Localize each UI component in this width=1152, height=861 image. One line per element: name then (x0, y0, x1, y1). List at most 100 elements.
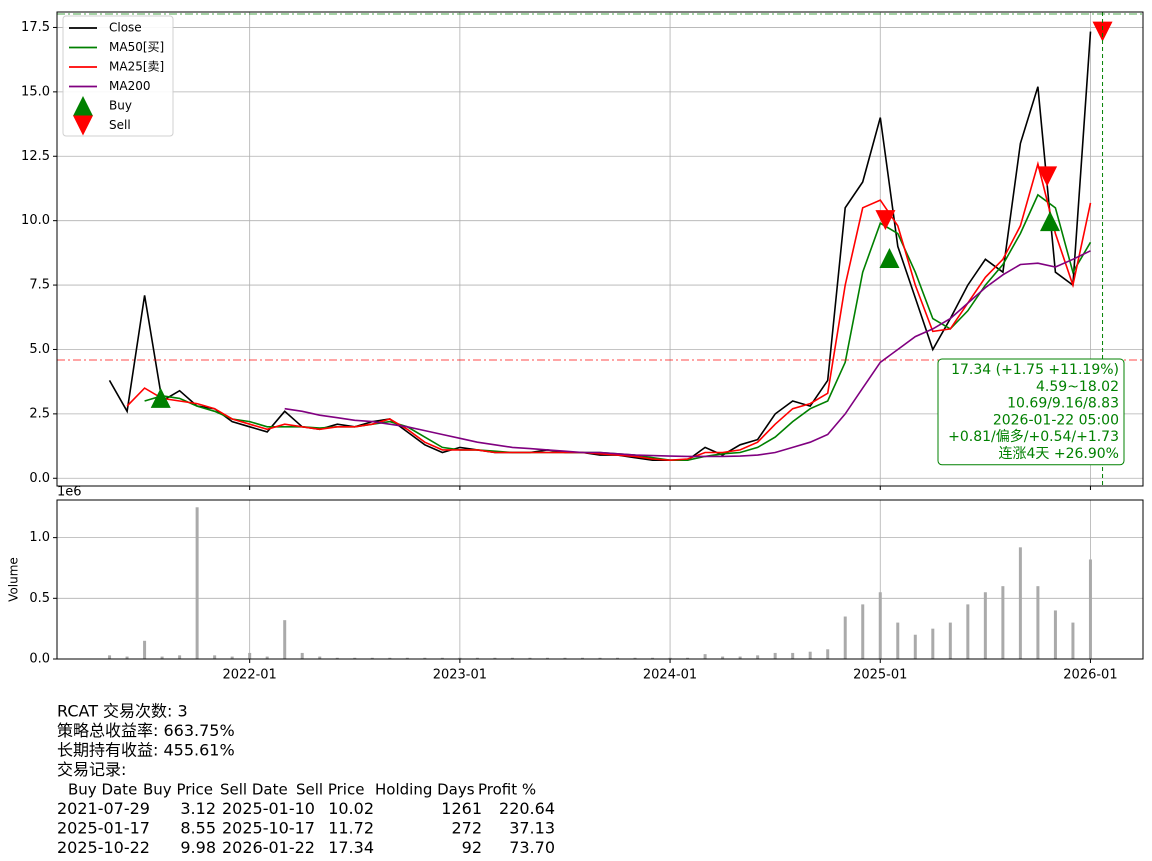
volume-bar (703, 654, 707, 659)
volume-bar (861, 604, 865, 659)
volume-bar (1036, 586, 1040, 659)
volume-bar (353, 657, 357, 659)
y-axis-label: Volume (7, 557, 21, 602)
series-line (126, 160, 1092, 462)
volume-bar (335, 657, 339, 659)
legend-label: MA50[买] (109, 40, 164, 54)
volume-bar (1001, 586, 1005, 659)
annotation-text: 连涨4天 +26.90% (999, 446, 1119, 462)
annotation-text: 4.59~18.02 (1036, 379, 1119, 395)
table-cell: 2025-01-17 (57, 819, 150, 838)
volume-bar (563, 657, 567, 659)
volume-bar (195, 507, 199, 659)
volume-bar (1088, 559, 1092, 659)
y-tick-label: 0.0 (29, 652, 50, 667)
volume-bar (160, 656, 164, 659)
volume-bar (108, 655, 112, 659)
y-tick-label: 17.5 (21, 20, 50, 35)
volume-bar (545, 657, 549, 659)
x-tick-label: 2026-01 (1063, 668, 1117, 683)
table-header: Sell Date (220, 781, 288, 799)
volume-bar (773, 652, 777, 659)
legend-box (62, 15, 174, 137)
plot-frame (56, 11, 1144, 487)
volume-bar (913, 634, 917, 659)
volume-bar (423, 657, 427, 659)
table-header: Holding Days (375, 781, 475, 799)
table-cell: 9.98 (180, 838, 216, 857)
volume-bar (808, 651, 812, 659)
volume-bar (405, 657, 409, 659)
volume-bar (265, 656, 269, 659)
volume-bar (580, 657, 584, 659)
table-header: Buy Price (143, 781, 213, 799)
buy-marker (150, 387, 171, 408)
volume-bar (143, 640, 147, 659)
sell-marker (1092, 21, 1113, 42)
volume-bar (756, 655, 760, 659)
volume-bar (791, 652, 795, 659)
summary-line: RCAT 交易次数: 3 (57, 702, 188, 721)
table-cell: 2025-10-17 (222, 819, 315, 838)
table-cell: 2021-07-29 (57, 799, 150, 818)
sell-marker (1037, 166, 1058, 187)
annotation-text: 2026-01-22 05:00 (993, 412, 1119, 428)
volume-bar (651, 657, 655, 659)
volume-bar (843, 616, 847, 659)
volume-bar (178, 655, 182, 659)
x-tick-label: 2022-01 (223, 668, 277, 683)
volume-bar (440, 657, 444, 659)
table-header: Sell Price (296, 781, 364, 799)
volume-bar (475, 657, 479, 659)
volume-bar (125, 656, 129, 659)
legend-label: Buy (109, 99, 132, 113)
y-tick-label: 15.0 (21, 84, 50, 99)
volume-bar (230, 656, 234, 659)
x-tick-label: 2025-01 (853, 668, 907, 683)
y-tick-label: 12.5 (21, 149, 50, 164)
volume-bar (1071, 622, 1075, 659)
summary-line: 长期持有收益: 455.61% (57, 741, 235, 760)
legend-marker (73, 96, 93, 116)
volume-bar (966, 604, 970, 659)
summary-line: 交易记录: (57, 760, 126, 779)
volume-bar (510, 657, 514, 659)
volume-bar (686, 657, 690, 659)
volume-bar (300, 652, 304, 659)
table-cell: 37.13 (509, 819, 555, 838)
volume-bar (528, 657, 532, 659)
table-header: Buy Date (68, 781, 137, 799)
volume-bar (598, 657, 602, 659)
table-cell: 2026-01-22 (222, 838, 315, 857)
volume-bar (826, 649, 830, 659)
volume-bar (931, 628, 935, 659)
table-header: Profit % (478, 781, 536, 799)
x-tick-label: 2024-01 (643, 668, 697, 683)
volume-bar (721, 656, 725, 659)
annotation-text: +0.81/偏多/+0.54/+1.73 (948, 428, 1119, 445)
volume-bar (948, 622, 952, 659)
volume-bar (738, 656, 742, 659)
table-cell: 2025-01-10 (222, 799, 315, 818)
table-cell: 11.72 (328, 819, 374, 838)
buy-marker (879, 248, 900, 269)
annotation-text: 17.34 (+1.75 +11.19%) (951, 362, 1119, 378)
y-axis-offset: 1e6 (57, 485, 82, 500)
table-cell: 3.12 (180, 799, 216, 818)
annotation-box (937, 358, 1125, 466)
volume-bar (493, 657, 497, 659)
legend-label: MA200 (109, 79, 150, 93)
volume-bar (878, 592, 882, 659)
legend-label: Close (109, 21, 142, 35)
y-tick-label: 1.0 (29, 530, 50, 545)
volume-bar (388, 657, 392, 659)
series-line (284, 250, 1091, 458)
volume-bar (616, 657, 620, 659)
legend-label: Sell (109, 118, 131, 132)
volume-bar (458, 657, 462, 659)
table-cell: 8.55 (180, 819, 216, 838)
x-tick-label: 2023-01 (433, 668, 487, 683)
volume-bar (283, 620, 287, 659)
